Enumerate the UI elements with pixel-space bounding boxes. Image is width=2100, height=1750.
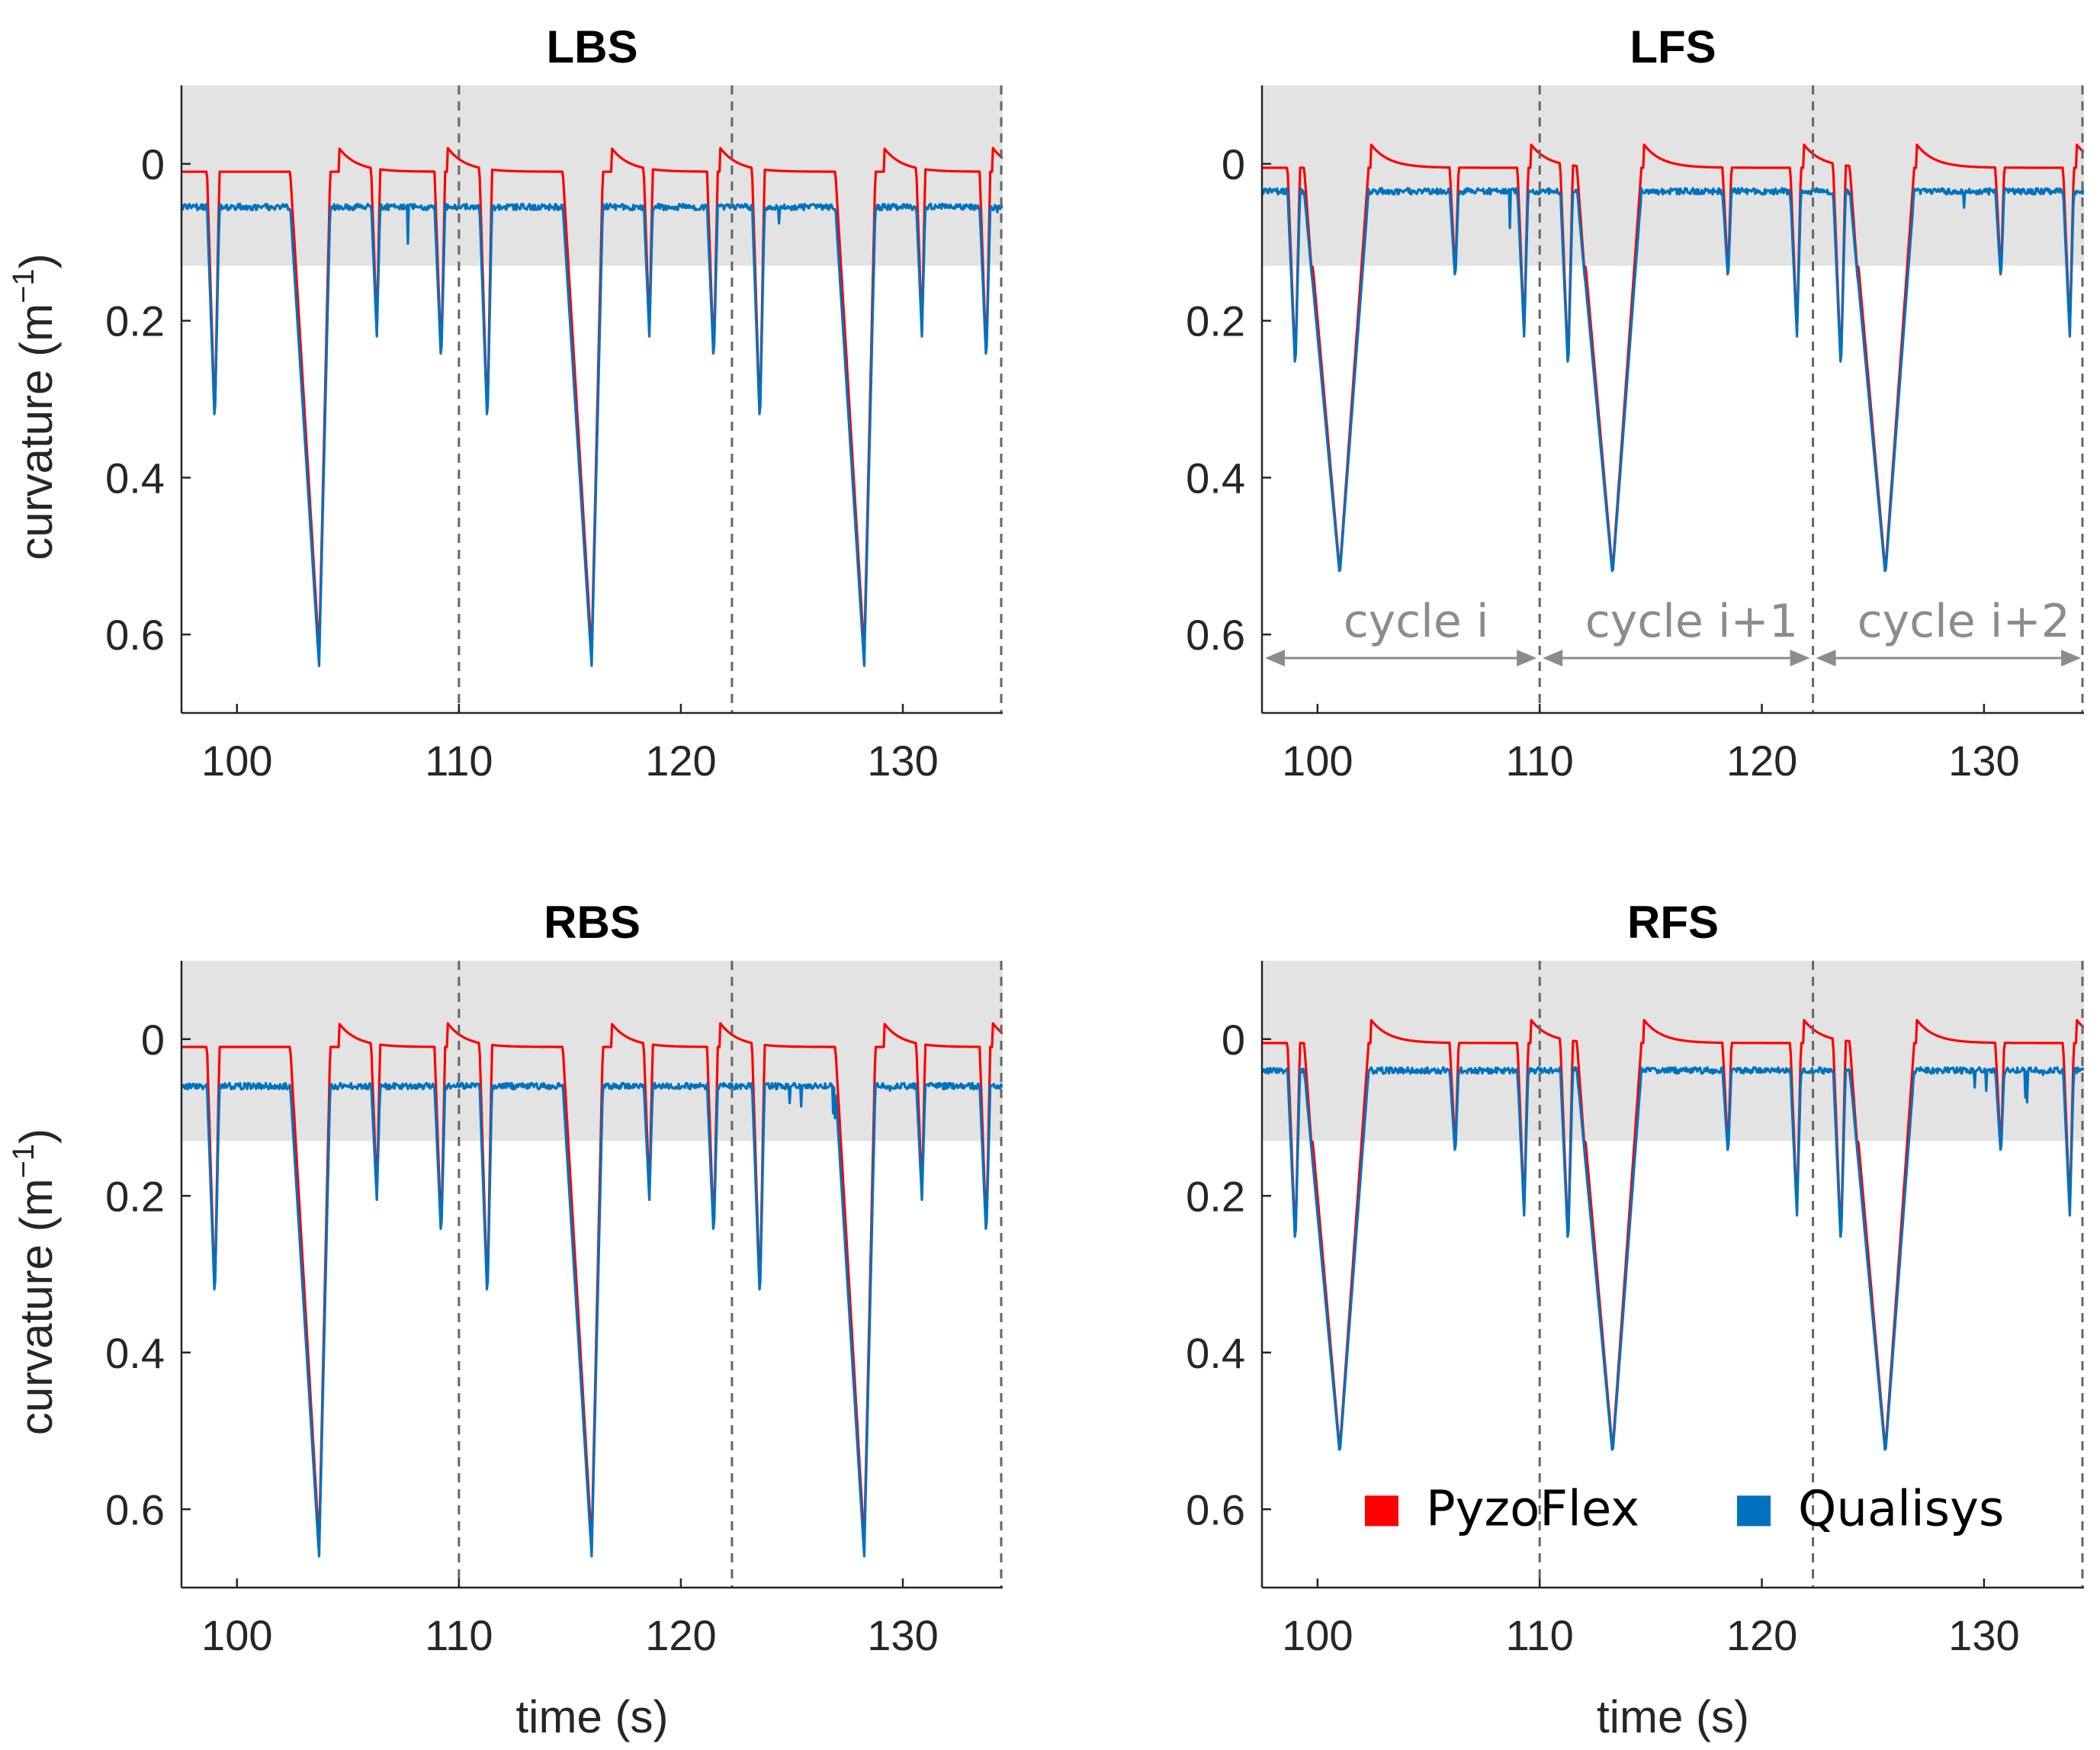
panel-rfs: 100 110 120 130 0 0.2 0.4 0.6 RFS time (s) PyzoFle…: [1186, 897, 2084, 1742]
x-tick-label: 100: [201, 737, 272, 785]
shaded-band: [181, 961, 1003, 1142]
x-axis-label: time (s): [516, 1691, 669, 1742]
shaded-band: [181, 85, 1003, 266]
y-tick-label: 0.2: [105, 1172, 165, 1220]
y-tick-label: 0.2: [105, 297, 165, 345]
panel-rbs: 100 110 120 130 0 0.2 0.4 0.6 RBS curvature (m−1)…: [7, 897, 1003, 1742]
panel-title: LBS: [547, 21, 638, 72]
x-tick-label: 120: [1726, 1611, 1797, 1659]
cycle-label: cycle i+2: [1858, 595, 2070, 648]
panel-title: RBS: [544, 897, 641, 948]
y-tick-label: 0: [1222, 1016, 1245, 1064]
shaded-band: [1262, 85, 2084, 266]
x-tick-label: 110: [1506, 1611, 1574, 1659]
y-axis-label: curvature (m−1): [7, 253, 62, 560]
cycle-label: cycle i+1: [1585, 595, 1798, 648]
y-axis-label-text: curvature (m: [11, 303, 62, 560]
panel-lfs: 100 110 120 130 0 0.2 0.4 0.6 LFS cycle i cycle i+…: [1186, 21, 2084, 785]
cycle-arrow-head: [1265, 649, 1285, 666]
legend-label: PyzoFlex: [1426, 1481, 1639, 1537]
y-tick-label: 0: [1222, 140, 1245, 188]
y-axis-label-unit: −1: [7, 1144, 40, 1179]
y-tick-label: 0.4: [1186, 1329, 1245, 1377]
x-tick-label: 130: [1948, 737, 2019, 785]
x-tick-label: 110: [425, 1611, 493, 1659]
y-tick-label: 0.4: [105, 454, 165, 502]
cycle-arrow-head: [1790, 649, 1810, 666]
y-axis-label-close: ): [11, 1129, 62, 1144]
y-tick-label: 0.6: [1186, 611, 1245, 659]
x-tick-label: 120: [645, 737, 716, 785]
cycle-label: cycle i: [1344, 595, 1489, 648]
x-tick-label: 100: [1282, 1611, 1353, 1659]
y-axis-label-unit: −1: [7, 268, 40, 303]
y-tick-label: 0.6: [1186, 1485, 1245, 1533]
cycle-arrow-head: [1543, 649, 1563, 666]
legend-swatch: [1737, 1495, 1771, 1527]
x-tick-label: 110: [1506, 737, 1574, 785]
x-axis-label: time (s): [1597, 1691, 1749, 1742]
series-line-qualisys: [1262, 187, 2084, 573]
y-tick-label: 0.4: [1186, 454, 1245, 502]
y-tick-label: 0.6: [105, 1485, 165, 1533]
y-tick-label: 0.6: [105, 611, 165, 659]
y-tick-label: 0: [141, 1016, 165, 1064]
series-line-pyzoflex: [1262, 1019, 2084, 1447]
legend-swatch: [1365, 1495, 1398, 1527]
x-tick-label: 100: [201, 1611, 272, 1659]
y-tick-label: 0.2: [1186, 1172, 1245, 1220]
x-tick-label: 130: [1948, 1611, 2019, 1659]
cycle-arrow-head: [2061, 649, 2081, 666]
y-axis-label-close: ): [11, 253, 62, 268]
legend-label: Qualisys: [1798, 1481, 2004, 1537]
x-tick-label: 130: [867, 737, 938, 785]
cycle-arrow-head: [1517, 649, 1537, 666]
x-tick-label: 130: [867, 1611, 938, 1659]
series-line-pyzoflex: [1262, 143, 2084, 568]
y-tick-label: 0.4: [105, 1329, 165, 1377]
panel-title: LFS: [1630, 21, 1716, 72]
x-tick-label: 110: [425, 737, 493, 785]
shaded-band: [1262, 961, 2084, 1142]
series-line-qualisys: [181, 1081, 1003, 1558]
panel-title: RFS: [1627, 897, 1719, 948]
y-tick-label: 0.2: [1186, 297, 1245, 345]
cycle-arrow-head: [1816, 649, 1836, 666]
y-axis-label-text: curvature (m: [11, 1178, 62, 1435]
x-tick-label: 120: [1726, 737, 1797, 785]
series-line-qualisys: [181, 202, 1003, 667]
x-tick-label: 120: [645, 1611, 716, 1659]
panel-lbs: 100 110 120 130 0 0.2 0.4 0.6 LBS curvature (m−1): [7, 21, 1003, 785]
y-tick-label: 0: [141, 140, 165, 188]
series-line-qualisys: [1262, 1066, 2084, 1451]
x-tick-label: 100: [1282, 737, 1353, 785]
y-axis-label: curvature (m−1): [7, 1129, 62, 1435]
